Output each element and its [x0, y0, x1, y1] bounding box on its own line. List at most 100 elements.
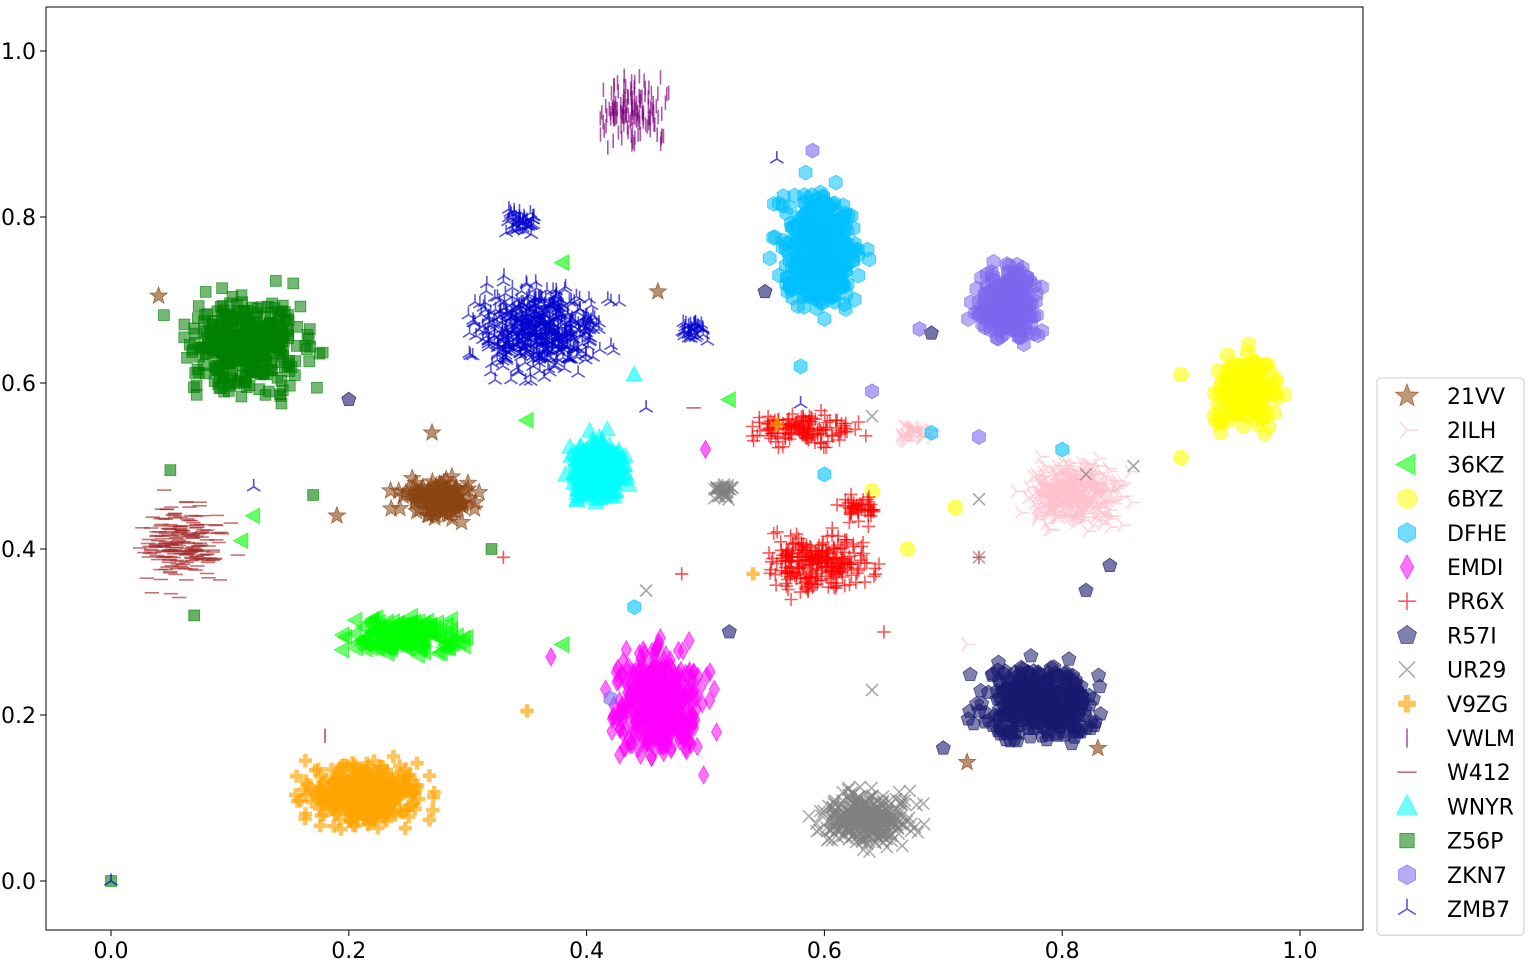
data-point: [839, 263, 852, 278]
data-point: [585, 298, 598, 310]
data-point: [423, 424, 440, 440]
data-point: [1016, 260, 1029, 275]
data-point: [861, 242, 874, 257]
data-point: [189, 610, 200, 621]
data-point: [925, 425, 938, 440]
data-point: [975, 270, 988, 285]
data-point: [803, 235, 816, 250]
data-point: [217, 283, 228, 294]
data-point: [1016, 506, 1030, 519]
data-point: [251, 330, 262, 341]
data-point: [1008, 293, 1021, 308]
data-point: [1023, 296, 1036, 311]
data-point: [900, 542, 914, 556]
data-point: [546, 648, 556, 666]
data-point: [271, 319, 282, 330]
data-point: [804, 273, 817, 288]
data-point: [245, 366, 256, 377]
data-point: [263, 301, 274, 312]
data-point: [245, 508, 259, 524]
data-point: [303, 333, 314, 344]
data-point: [773, 268, 786, 283]
data-point: [1011, 485, 1025, 498]
data-point: [410, 757, 423, 770]
data-point: [948, 500, 962, 514]
data-point: [763, 251, 776, 266]
data-point: [785, 220, 798, 235]
data-point: [423, 769, 436, 782]
data-point: [1248, 365, 1262, 379]
data-point: [241, 319, 252, 330]
data-point: [210, 361, 221, 372]
data-point: [963, 667, 977, 680]
data-point: [762, 546, 775, 559]
data-point: [799, 165, 812, 180]
data-point: [711, 723, 721, 741]
data-point: [299, 754, 312, 767]
data-point: [497, 551, 510, 564]
data-point: [848, 236, 861, 251]
data-point: [829, 213, 842, 228]
data-point: [328, 507, 345, 523]
data-point: [604, 691, 617, 706]
data-point: [312, 382, 323, 393]
data-point: [278, 346, 289, 357]
series-wnyr: [558, 366, 642, 508]
data-point: [1103, 462, 1117, 475]
data-point: [839, 302, 852, 317]
data-point: [1174, 451, 1188, 465]
data-point: [747, 567, 760, 580]
data-point: [304, 356, 315, 367]
data-point: [699, 766, 709, 784]
data-point: [767, 527, 780, 540]
data-point: [626, 366, 642, 381]
data-point: [973, 493, 985, 505]
data-point: [1128, 460, 1140, 472]
data-point: [1250, 417, 1264, 431]
data-point: [799, 251, 812, 266]
data-point: [192, 364, 203, 375]
data-point: [150, 287, 167, 303]
data-point: [649, 283, 666, 299]
data-point: [1126, 496, 1140, 509]
data-point: [233, 533, 247, 549]
data-point: [866, 384, 879, 399]
data-point: [288, 278, 299, 289]
data-point: [829, 175, 842, 190]
data-point: [806, 143, 819, 158]
data-point: [582, 422, 598, 437]
data-point: [1105, 521, 1119, 534]
data-points-layer: [104, 69, 1292, 887]
data-point: [896, 840, 908, 852]
data-point: [973, 429, 986, 444]
data-point: [924, 326, 938, 339]
data-point: [275, 306, 286, 317]
data-point: [802, 288, 815, 303]
data-point: [867, 570, 880, 583]
data-point: [962, 638, 976, 651]
data-point: [785, 593, 798, 606]
data-point: [521, 704, 534, 717]
data-point: [159, 310, 170, 321]
data-point: [607, 343, 620, 355]
data-point: [1236, 419, 1250, 433]
data-point: [866, 410, 878, 422]
data-point: [1056, 442, 1069, 457]
data-point: [675, 567, 688, 580]
data-point: [1004, 308, 1017, 323]
data-point: [721, 392, 735, 408]
data-point: [202, 326, 213, 337]
data-point: [191, 380, 202, 391]
data-point: [828, 256, 841, 271]
data-point: [399, 822, 412, 835]
data-point: [194, 351, 205, 362]
data-point: [969, 306, 982, 321]
data-point: [236, 391, 247, 402]
data-point: [1024, 648, 1038, 661]
data-point: [519, 413, 533, 429]
data-point: [866, 684, 878, 696]
data-point: [877, 625, 890, 638]
data-point: [818, 467, 831, 482]
data-point: [1036, 324, 1049, 339]
data-point: [1003, 258, 1016, 273]
